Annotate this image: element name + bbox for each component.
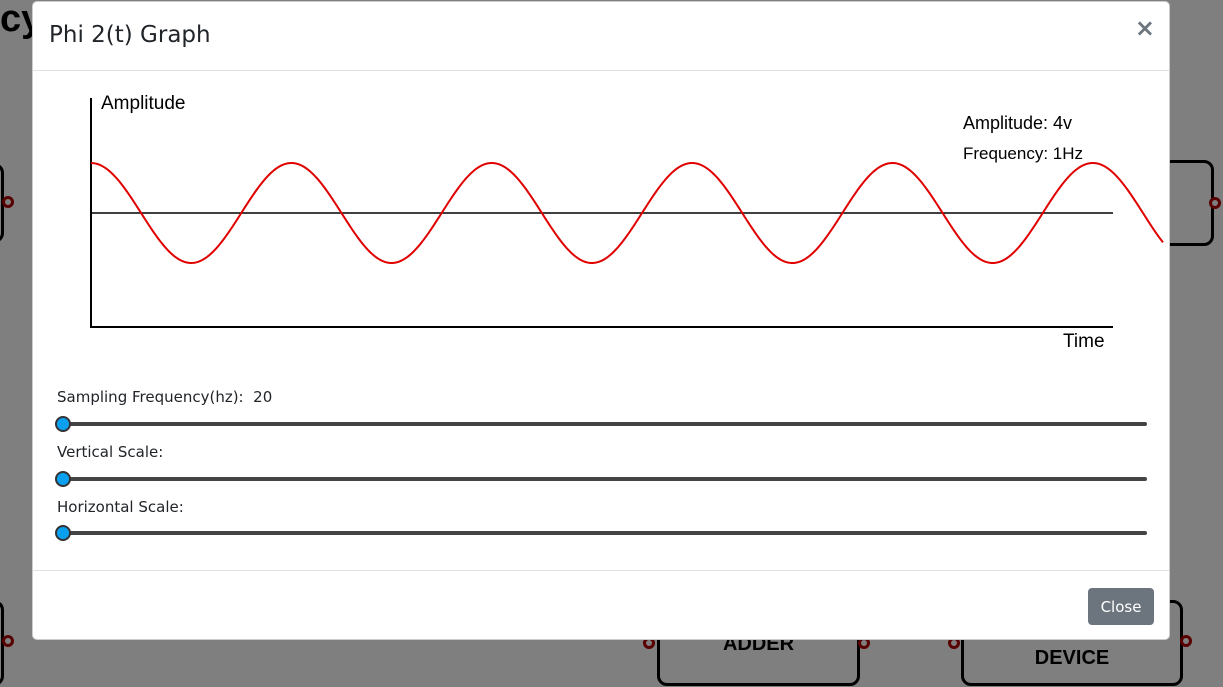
sampling-frequency-value: 20 [253,388,273,406]
sampling-frequency-slider-thumb[interactable] [55,416,71,432]
graph-svg: Amplitude Time Amplitude: 4v Frequency: … [90,93,1164,352]
graph-modal: Phi 2(t) Graph × Amplitude Time Amplitud… [32,1,1170,640]
sampling-frequency-label-text: Sampling Frequency(hz): [57,388,244,406]
sampling-frequency-label: Sampling Frequency(hz): 20 [57,388,272,406]
horizontal-scale-slider-thumb[interactable] [55,525,71,541]
horizontal-scale-label: Horizontal Scale: [57,498,184,516]
modal-footer: Close [33,570,1169,639]
close-icon[interactable]: × [1134,14,1155,42]
x-axis-label: Time [1063,331,1105,352]
vertical-scale-label: Vertical Scale: [57,443,164,461]
wave-line [90,161,1164,265]
frequency-info: Frequency: 1Hz [963,144,1083,163]
graph-area: Amplitude Time Amplitude: 4v Frequency: … [33,71,1169,361]
modal-title: Phi 2(t) Graph [49,22,211,48]
horizontal-scale-slider[interactable] [63,531,1147,535]
sampling-frequency-slider[interactable] [63,422,1147,426]
vertical-scale-slider-thumb[interactable] [55,471,71,487]
close-button[interactable]: Close [1088,588,1154,625]
amplitude-info: Amplitude: 4v [963,113,1072,133]
modal-header: Phi 2(t) Graph × [33,2,1169,71]
y-axis-label: Amplitude [101,93,186,114]
vertical-scale-slider[interactable] [63,477,1147,481]
